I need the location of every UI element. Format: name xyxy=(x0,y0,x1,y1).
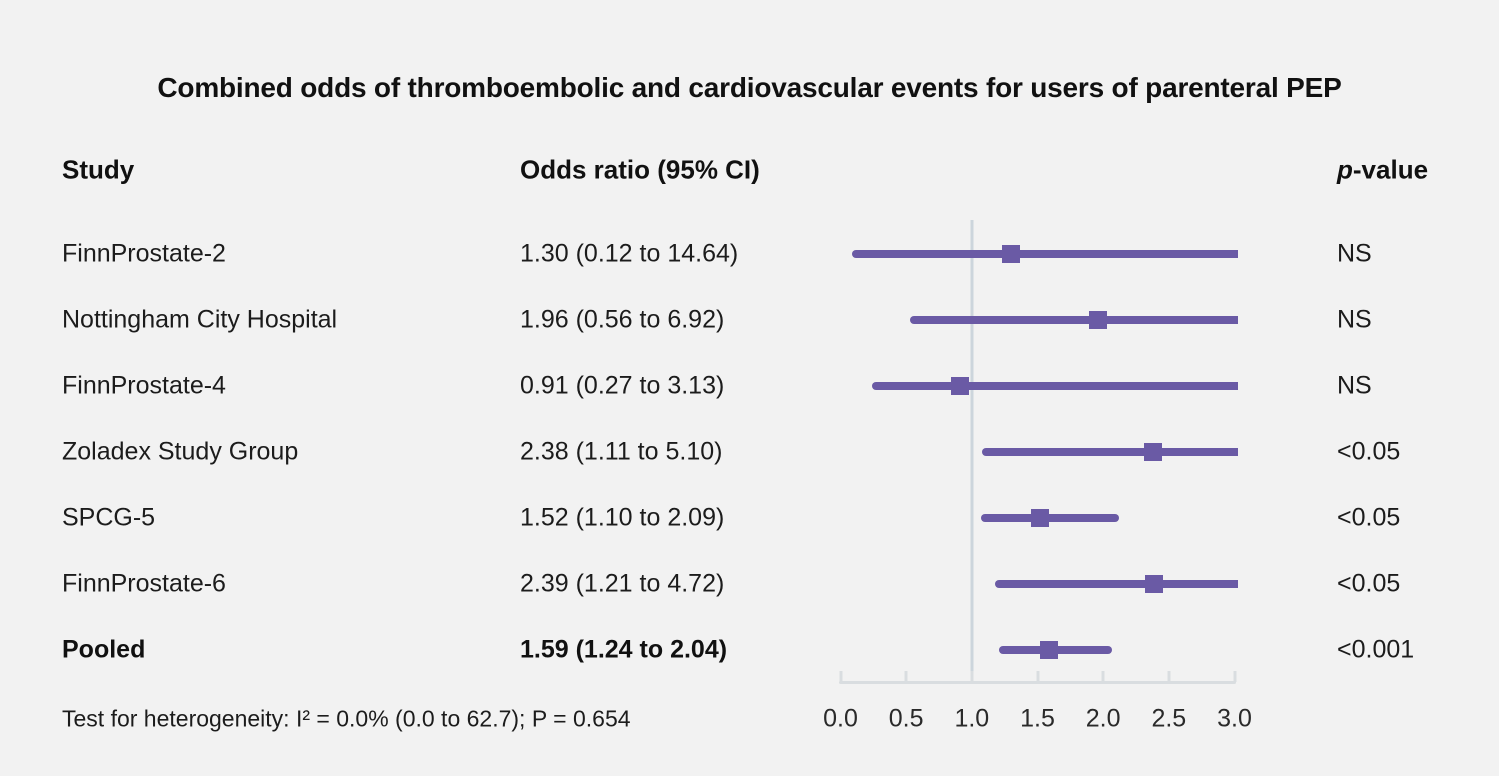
odds-ratio-marker xyxy=(951,377,969,395)
x-axis-tick xyxy=(1167,671,1171,682)
p-value: NS xyxy=(1337,305,1372,334)
x-axis-tick xyxy=(970,671,974,682)
column-header-p-value: p-value xyxy=(1337,154,1429,185)
confidence-interval-line xyxy=(852,250,1239,258)
study-label: SPCG-5 xyxy=(62,503,156,532)
odds-ratio-marker xyxy=(1145,575,1164,593)
odds-ratio-value: 1.59 (1.24 to 2.04) xyxy=(520,635,728,664)
odds-ratio-marker xyxy=(1031,509,1050,527)
study-label: Pooled xyxy=(62,635,146,664)
odds-ratio-value: 1.52 (1.10 to 2.09) xyxy=(520,503,725,532)
x-axis-tick xyxy=(1233,671,1236,682)
p-value: <0.001 xyxy=(1337,635,1415,664)
odds-ratio-marker xyxy=(1144,443,1163,461)
odds-ratio-value: 1.96 (0.56 to 6.92) xyxy=(520,305,725,334)
column-header-odds-ratio: Odds ratio (95% CI) xyxy=(520,154,760,185)
odds-ratio-marker xyxy=(1088,311,1107,329)
odds-ratio-marker xyxy=(1002,245,1021,263)
odds-ratio-value: 1.30 (0.12 to 14.64) xyxy=(520,239,739,268)
p-value: NS xyxy=(1337,371,1372,400)
x-axis-tick-label: 2.0 xyxy=(1085,704,1121,733)
odds-ratio-value: 2.39 (1.21 to 4.72) xyxy=(520,569,725,598)
x-axis-tick-label: 0.0 xyxy=(823,704,858,733)
confidence-interval-line xyxy=(980,514,1119,522)
p-value: <0.05 xyxy=(1337,437,1401,466)
confidence-interval-line xyxy=(871,382,1239,390)
x-axis-tick xyxy=(839,671,842,682)
x-axis-tick-label: 1.5 xyxy=(1020,704,1055,733)
x-axis-line xyxy=(839,681,1236,684)
chart-title: Combined odds of thromboembolic and card… xyxy=(157,72,1342,103)
confidence-interval-line xyxy=(995,580,1239,588)
odds-ratio-marker xyxy=(1040,641,1059,659)
reference-line-or-1 xyxy=(970,220,974,683)
x-axis-tick-label: 1.0 xyxy=(954,704,990,733)
x-axis-tick-label: 0.5 xyxy=(888,704,924,733)
p-value: <0.05 xyxy=(1337,569,1401,598)
odds-ratio-value: 2.38 (1.11 to 5.10) xyxy=(520,437,723,466)
p-value: NS xyxy=(1337,239,1372,268)
confidence-interval-line xyxy=(910,316,1239,324)
confidence-interval-line xyxy=(982,448,1239,456)
study-label: Nottingham City Hospital xyxy=(62,305,338,334)
x-axis-tick-label: 3.0 xyxy=(1217,704,1252,733)
study-label: FinnProstate-2 xyxy=(62,239,226,268)
column-header-study: Study xyxy=(62,154,135,185)
x-axis-tick-label: 2.5 xyxy=(1151,704,1187,733)
study-label: FinnProstate-6 xyxy=(62,569,226,598)
x-axis-tick xyxy=(1036,671,1039,682)
odds-ratio-value: 0.91 (0.27 to 3.13) xyxy=(520,371,725,400)
p-value: <0.05 xyxy=(1337,503,1401,532)
study-label: FinnProstate-4 xyxy=(62,371,226,400)
x-axis-tick xyxy=(1101,671,1105,682)
x-axis-tick xyxy=(904,671,908,682)
study-label: Zoladex Study Group xyxy=(62,437,299,466)
heterogeneity-footnote: Test for heterogeneity: I² = 0.0% (0.0 t… xyxy=(62,705,631,732)
